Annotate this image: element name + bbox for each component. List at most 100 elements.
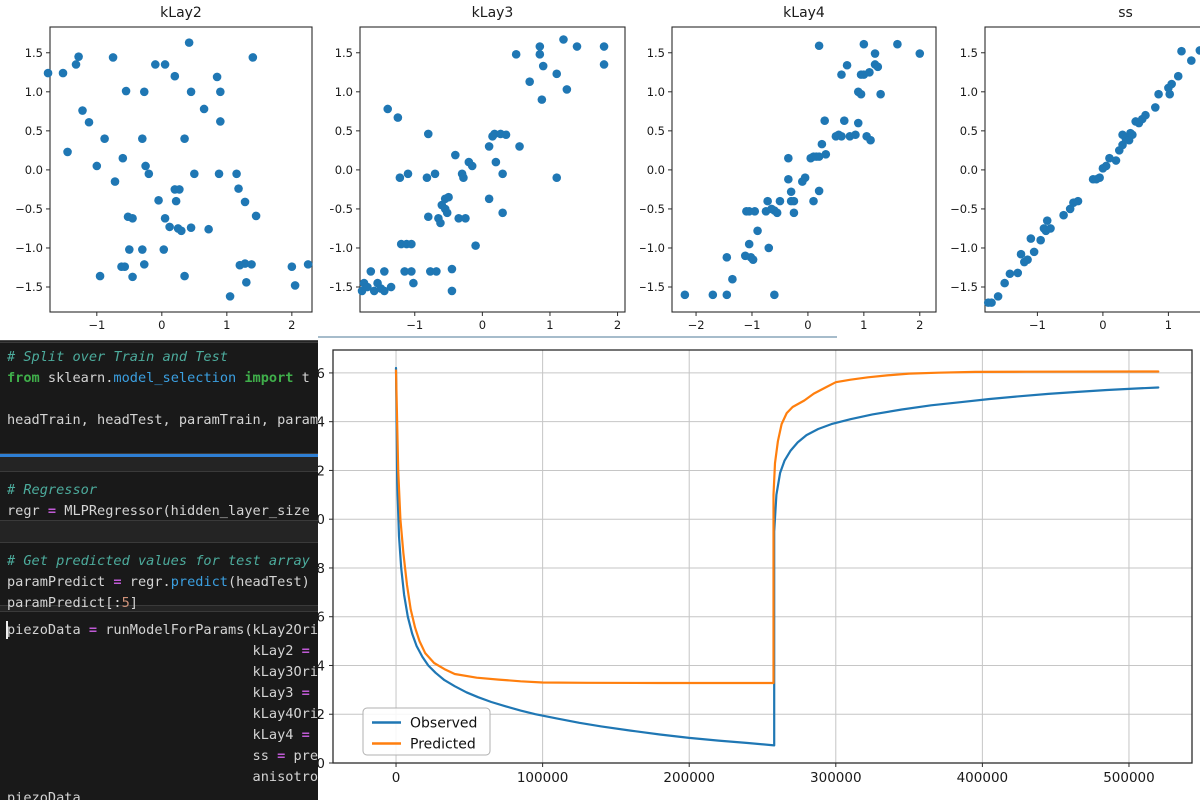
scatter-point (915, 49, 924, 58)
scatter-point (539, 62, 548, 71)
scatter-point (165, 223, 174, 232)
x-tick-label: 200000 (663, 770, 715, 786)
scatter-point (122, 87, 131, 96)
scatter-point (815, 187, 824, 196)
scatter-point (128, 273, 137, 282)
scatter-point (854, 119, 863, 128)
scatter-point (525, 77, 534, 86)
scatter-point (1154, 90, 1163, 99)
scatter-point (573, 42, 582, 51)
code-line (7, 389, 318, 410)
notebook-code-cell[interactable]: # Regressorregr = MLPRegressor(hidden_la… (0, 471, 318, 521)
scatter-point (837, 132, 846, 141)
scatter-point (776, 197, 785, 206)
scatter-plot-ss: ss−101−1.5−1.0−0.50.00.51.01.5 (950, 0, 1200, 340)
notebook-code-cell[interactable]: piezoData = runModelForParams(kLay2Ori k… (0, 611, 318, 800)
scatter-point (177, 226, 186, 235)
scatter-point (436, 219, 445, 228)
scatter-point (1000, 279, 1009, 288)
y-tick-label: −0.5 (15, 202, 43, 216)
x-tick-label: 100000 (517, 770, 569, 786)
scatter-point (459, 173, 468, 182)
y-tick-label: 0.0 (335, 163, 353, 177)
x-tick-label: 1 (223, 318, 230, 332)
code-line: # Split over Train and Test (7, 347, 318, 368)
scatter-point (396, 173, 405, 182)
scatter-point (247, 260, 256, 269)
y-tick-label: 28 (318, 561, 325, 577)
scatter-point (820, 116, 829, 125)
y-tick-label: 1.0 (335, 85, 353, 99)
scatter-point (1174, 72, 1183, 81)
x-tick-label: 300000 (810, 770, 862, 786)
scatter-point (394, 113, 403, 122)
scatter-point (1059, 211, 1068, 220)
scatter-point (74, 52, 83, 61)
x-tick-label: −1 (88, 318, 105, 332)
scatter-point (538, 95, 547, 104)
scatter-point (85, 118, 94, 127)
scatter-point (96, 272, 105, 281)
scatter-point (216, 117, 225, 126)
y-tick-label: −1.5 (640, 280, 665, 294)
scatter-point (498, 169, 507, 178)
x-tick-label: 0 (158, 318, 165, 332)
scatter-point (770, 291, 779, 300)
y-tick-label: 24 (318, 658, 325, 674)
scatter-point (252, 212, 261, 221)
scatter-point (1043, 216, 1052, 225)
scatter-point (498, 209, 507, 218)
scatter-point (424, 130, 433, 139)
scatter-point (407, 267, 416, 276)
scatter-point (145, 169, 154, 178)
y-tick-label: 0.5 (25, 124, 43, 138)
scatter-point (1074, 197, 1083, 206)
y-tick-label: 0.0 (647, 163, 665, 177)
code-editor-panel[interactable]: # Split over Train and Testfrom sklearn.… (0, 340, 318, 800)
scatter-point (93, 162, 102, 171)
scatter-point (784, 154, 793, 163)
y-tick-label: 0.5 (335, 124, 353, 138)
scatter-point (383, 105, 392, 114)
scatter-point (773, 209, 782, 218)
scatter-point (1036, 236, 1045, 245)
scatter-point (200, 105, 209, 114)
scatter-point (801, 173, 810, 182)
scatter-point (241, 198, 250, 207)
scatter-point (1151, 103, 1160, 112)
y-tick-label: 0.5 (647, 124, 665, 138)
scatter-point (1046, 224, 1055, 233)
scatter-point (1177, 47, 1186, 56)
scatter-title: kLay3 (472, 5, 514, 21)
x-tick-label: −1 (1029, 318, 1046, 332)
scatter-point (485, 142, 494, 151)
x-tick-label: 0 (1099, 318, 1106, 332)
scatter-point (448, 265, 457, 274)
scatter-point (865, 68, 874, 77)
notebook-code-cell[interactable]: # Split over Train and Testfrom sklearn.… (0, 342, 318, 454)
scatter-point (141, 162, 150, 171)
scatter-point (468, 162, 477, 171)
scatter-point (536, 42, 545, 51)
scatter-point (171, 72, 180, 81)
x-tick-label: −1 (406, 318, 423, 332)
scatter-point (753, 226, 762, 235)
y-tick-label: 0.5 (960, 124, 978, 138)
y-tick-label: 1.5 (25, 46, 43, 60)
code-line: kLay3 = (7, 683, 318, 704)
text-cursor (6, 621, 8, 639)
scatter-point (728, 275, 737, 284)
scatter-point (226, 292, 235, 301)
scatter-point (63, 148, 72, 157)
scatter-point (1102, 162, 1111, 171)
notebook-code-cell[interactable]: # Get predicted values for test arraypar… (0, 542, 318, 606)
code-line: anisotro (7, 767, 318, 788)
scatter-point (600, 60, 609, 69)
y-tick-label: −1.0 (15, 241, 43, 255)
scatter-point (750, 207, 759, 216)
focused-cell-border (0, 454, 318, 457)
x-tick-label: 1 (1165, 318, 1172, 332)
scatter-point (44, 69, 53, 78)
y-tick-label: −1.5 (950, 280, 978, 294)
scatter-point (745, 240, 754, 249)
